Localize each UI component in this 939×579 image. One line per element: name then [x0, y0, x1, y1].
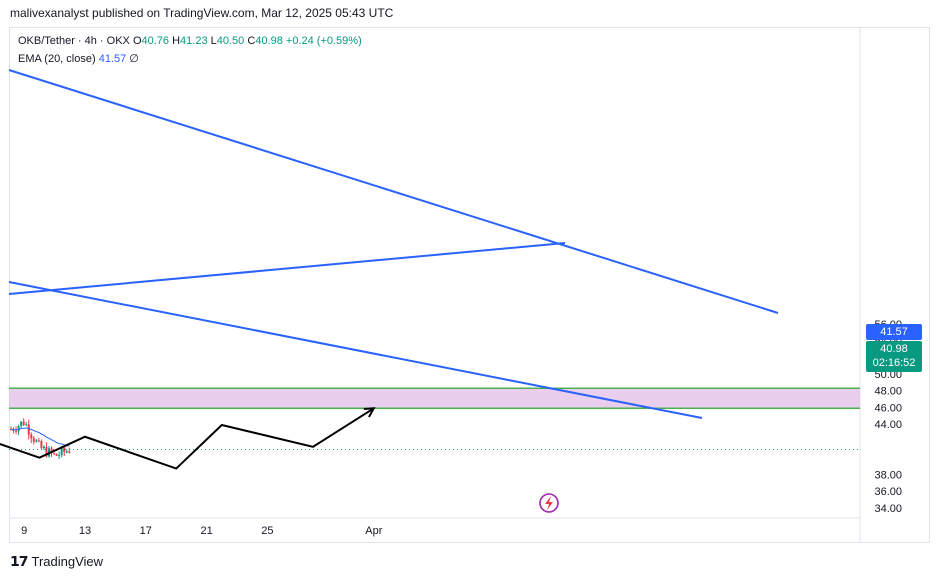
lower-trendline: [8, 281, 703, 419]
ema-path: [10, 427, 70, 447]
last-price-tag: 40.98 02:16:52: [866, 341, 922, 372]
candle: [12, 427, 15, 434]
time-tick-label: Apr: [365, 525, 382, 537]
candle: [32, 436, 35, 445]
low-label: L: [210, 35, 217, 47]
price-tick-label: 46.00: [874, 402, 902, 414]
symbol-name[interactable]: OKB/Tether · 4h · OKX: [18, 35, 130, 47]
publish-header: malivexanalyst published on TradingView.…: [10, 6, 394, 20]
price-tick-label: 36.00: [874, 486, 902, 498]
candle: [35, 438, 38, 443]
candle-body: [27, 424, 30, 435]
high-label: H: [172, 35, 181, 47]
price-tick-label: 44.00: [874, 419, 902, 431]
price-tick-label: 34.00: [874, 503, 902, 515]
candle: [48, 446, 50, 458]
candle-body: [40, 441, 43, 449]
candle-body: [22, 421, 25, 426]
candle-body: [37, 440, 40, 442]
candle: [40, 439, 43, 449]
candle: [22, 418, 25, 426]
candle-body: [35, 440, 38, 442]
last-price-value: 40.98: [880, 343, 908, 355]
price-tick-label: 38.00: [874, 469, 902, 481]
countdown-timer: 02:16:52: [872, 357, 916, 369]
candles: [10, 418, 71, 459]
price-tick-label: 48.00: [874, 386, 902, 398]
chart-frame: [9, 27, 930, 543]
candle: [15, 426, 18, 435]
tradingview-footer[interactable]: 𝟭𝟳 TradingView: [10, 553, 103, 570]
close-label: C: [247, 35, 256, 47]
candle: [25, 421, 28, 426]
candle-body: [32, 438, 35, 442]
candle-body: [25, 424, 28, 426]
candle-body: [53, 453, 56, 455]
candle-body: [50, 448, 53, 454]
footer-brand: TradingView: [31, 554, 104, 569]
candle-body: [20, 421, 23, 426]
open-value: 40.76: [141, 35, 170, 47]
candle: [37, 438, 40, 443]
projection-path[interactable]: [0, 407, 376, 470]
candle: [58, 451, 61, 459]
candle: [53, 452, 56, 456]
upper-trendline: [8, 69, 779, 314]
open-label: O: [132, 35, 142, 47]
candle: [55, 453, 58, 456]
candle-body: [58, 455, 61, 457]
candle: [30, 432, 33, 443]
lightning-icon[interactable]: [539, 493, 559, 513]
ema-line: [9, 427, 860, 450]
close-value: 40.98: [255, 35, 283, 47]
inner-trendline: [8, 242, 566, 295]
ema-label: EMA (20, close): [18, 53, 96, 65]
time-tick-label: 17: [140, 525, 152, 537]
ema-value: 41.57: [98, 53, 127, 65]
candle-body: [30, 434, 33, 439]
time-axis[interactable]: 913172125Mar5913172125Apr: [0, 525, 383, 537]
tradingview-logo-icon: 𝟭𝟳: [10, 553, 29, 569]
candle-body: [17, 425, 20, 432]
time-tick-label: 25: [261, 525, 273, 537]
candle: [42, 445, 45, 450]
candle-body: [55, 453, 58, 456]
ema-price-tag: 41.57: [866, 324, 922, 340]
change-value: +0.24 (+0.59%): [285, 35, 362, 47]
candle: [65, 449, 68, 454]
trendlines[interactable]: [8, 69, 779, 419]
time-tick-label: 21: [200, 525, 212, 537]
candle-body: [60, 447, 63, 456]
candle-body: [63, 447, 66, 452]
time-tick-label: 13: [79, 525, 91, 537]
ema-legend[interactable]: EMA (20, close) 41.57 ∅: [18, 52, 139, 65]
candle-body: [42, 446, 45, 449]
zone-fill: [9, 388, 860, 409]
projection-polyline: [0, 407, 375, 470]
candle-body: [12, 429, 15, 431]
time-tick-label: 9: [21, 525, 27, 537]
ema-extra: ∅: [129, 53, 139, 65]
candle-body: [15, 430, 18, 432]
candle: [68, 447, 71, 454]
candle-body: [68, 451, 71, 453]
candle-body: [45, 446, 48, 457]
projection-arrowhead-icon: [363, 407, 376, 418]
symbol-legend: OKB/Tether · 4h · OKX O40.76 H41.23 L40.…: [18, 35, 362, 47]
candle-body: [65, 451, 68, 453]
low-value: 40.50: [216, 35, 245, 47]
candle: [20, 421, 23, 429]
supply-demand-zone: [9, 387, 860, 410]
high-value: 41.23: [180, 35, 208, 47]
candle: [27, 419, 30, 440]
